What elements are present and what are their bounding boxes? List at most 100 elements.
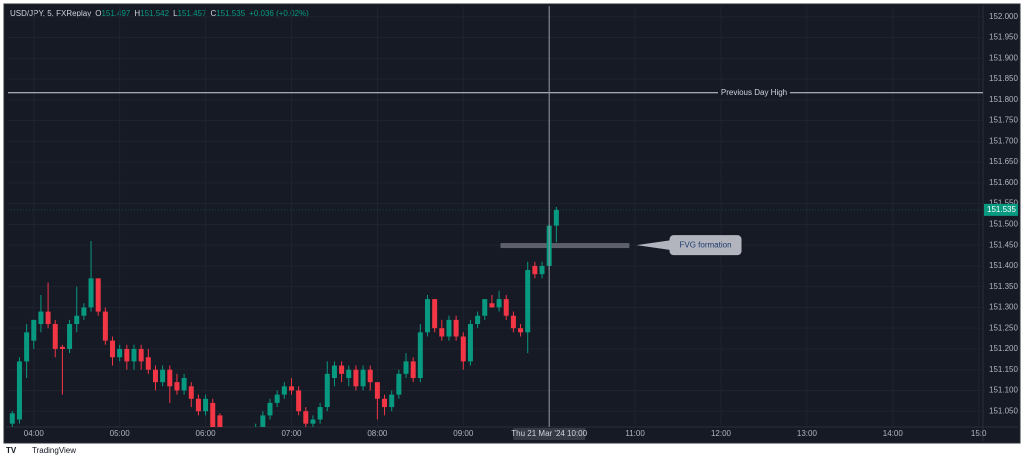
- candle-body: [439, 328, 445, 337]
- crosshair-label: Thu 21 Mar '24 10:00: [511, 429, 587, 438]
- candle-body: [317, 407, 323, 420]
- candle-body: [110, 340, 116, 358]
- candle-body: [553, 209, 559, 226]
- ohlc-key: O: [95, 9, 101, 18]
- candle-body: [417, 332, 423, 379]
- crosshair-tag: [513, 428, 586, 440]
- candle-body: [102, 311, 108, 341]
- candle-body: [59, 346, 65, 349]
- candle-body: [67, 324, 73, 349]
- candle-body: [203, 398, 209, 412]
- candle-body: [288, 386, 294, 391]
- change: +0.036 (+0.02%): [249, 9, 309, 18]
- y-tick-label: 151.200: [989, 344, 1018, 353]
- y-tick-label: 151.050: [989, 406, 1018, 415]
- candle-body: [131, 348, 137, 362]
- y-tick-label: 151.400: [989, 261, 1018, 270]
- candle-body: [424, 299, 430, 333]
- plot: [8, 6, 983, 427]
- candle-body: [475, 315, 481, 325]
- candle-body: [324, 373, 330, 408]
- candle-body: [38, 311, 44, 325]
- candle-body: [446, 319, 452, 337]
- last-price-label: 151.535: [987, 205, 1016, 214]
- y-tick-label: 151.700: [989, 136, 1018, 145]
- candle-body: [124, 348, 130, 362]
- candle-body: [353, 369, 359, 387]
- ohlc-key: C: [210, 9, 216, 18]
- candle-body: [518, 328, 524, 333]
- x-tick-label: 14:00: [883, 429, 904, 438]
- ohlc-value: 151.535: [216, 9, 245, 18]
- x-tick-label: 08:00: [367, 429, 388, 438]
- y-tick-label: 151.750: [989, 116, 1018, 125]
- candle-body: [382, 398, 388, 408]
- candle-body: [16, 361, 22, 420]
- candle-body: [260, 415, 266, 427]
- candle-body: [274, 394, 280, 403]
- callout-pointer: [636, 240, 672, 251]
- y-tick-label: 151.900: [989, 53, 1018, 62]
- candle-body: [510, 315, 516, 329]
- candle-body: [181, 378, 187, 391]
- candle-body: [152, 369, 158, 383]
- candle-body: [24, 332, 30, 362]
- legend-text: USD/JPY, 5, FXReplay O151.497 H151.542 L151…: [10, 9, 309, 18]
- legend: USD/JPY, 5, FXReplay O151.497 H151.542 L151…: [10, 9, 309, 18]
- candle-body: [31, 319, 37, 341]
- symbol: USD/JPY, 5, FXReplay: [10, 9, 91, 18]
- ohlc-value: 151.457: [178, 9, 207, 18]
- y-tick-label: 151.550: [989, 199, 1018, 208]
- ohlc-value: 151.497: [101, 9, 130, 18]
- candle-body: [9, 413, 15, 424]
- x-tick-label: 04:00: [24, 429, 45, 438]
- y-tick-label: 151.150: [989, 365, 1018, 374]
- candle-body: [346, 369, 352, 379]
- x-tick-label: 11:00: [625, 429, 645, 438]
- x-tick-label: 15:0: [971, 429, 987, 438]
- candle-body: [360, 369, 366, 387]
- y-tick-label: 151.300: [989, 303, 1018, 312]
- candle-body: [138, 348, 144, 362]
- candle-body: [539, 265, 545, 275]
- x-tick-label: 05:00: [110, 429, 131, 438]
- candle-body: [331, 365, 337, 379]
- x-tick-label: 13:00: [797, 429, 818, 438]
- candle-body: [160, 369, 166, 383]
- candle-body: [432, 299, 438, 329]
- ohlc-key: L: [173, 9, 178, 18]
- candle-body: [489, 303, 495, 308]
- candle-body: [52, 324, 58, 349]
- candle-body: [195, 398, 201, 412]
- fvg-zone: [500, 243, 630, 249]
- y-tick-label: 151.450: [989, 240, 1018, 249]
- callout-text: FVG formation: [680, 240, 732, 249]
- x-tick-label: 09:00: [453, 429, 474, 438]
- y-tick-label: 152.000: [989, 12, 1018, 21]
- level-label: Previous Day High: [721, 88, 787, 97]
- candle-body: [174, 382, 180, 391]
- ohlc-key: H: [134, 9, 140, 18]
- candle-body: [339, 365, 345, 374]
- x-tick-label: 07:00: [281, 429, 302, 438]
- y-tick-label: 151.500: [989, 219, 1018, 228]
- candle-body: [482, 299, 488, 316]
- candle-body: [81, 307, 87, 316]
- candle-body: [281, 386, 287, 395]
- candle-body: [496, 299, 502, 308]
- candle-body: [503, 299, 509, 316]
- candle-body: [467, 324, 473, 362]
- candle-body: [460, 336, 466, 362]
- candle-body: [403, 361, 409, 374]
- y-tick-label: 151.350: [989, 282, 1018, 291]
- callout-box: [669, 235, 742, 256]
- candle-body: [45, 311, 51, 325]
- y-tick-label: 151.650: [989, 157, 1018, 166]
- ohlc-value: 151.542: [140, 9, 169, 18]
- candle-body: [389, 394, 395, 408]
- x-tick-label: 06:00: [196, 429, 217, 438]
- y-tick-label: 151.950: [989, 33, 1018, 42]
- y-tick-label: 151.850: [989, 74, 1018, 83]
